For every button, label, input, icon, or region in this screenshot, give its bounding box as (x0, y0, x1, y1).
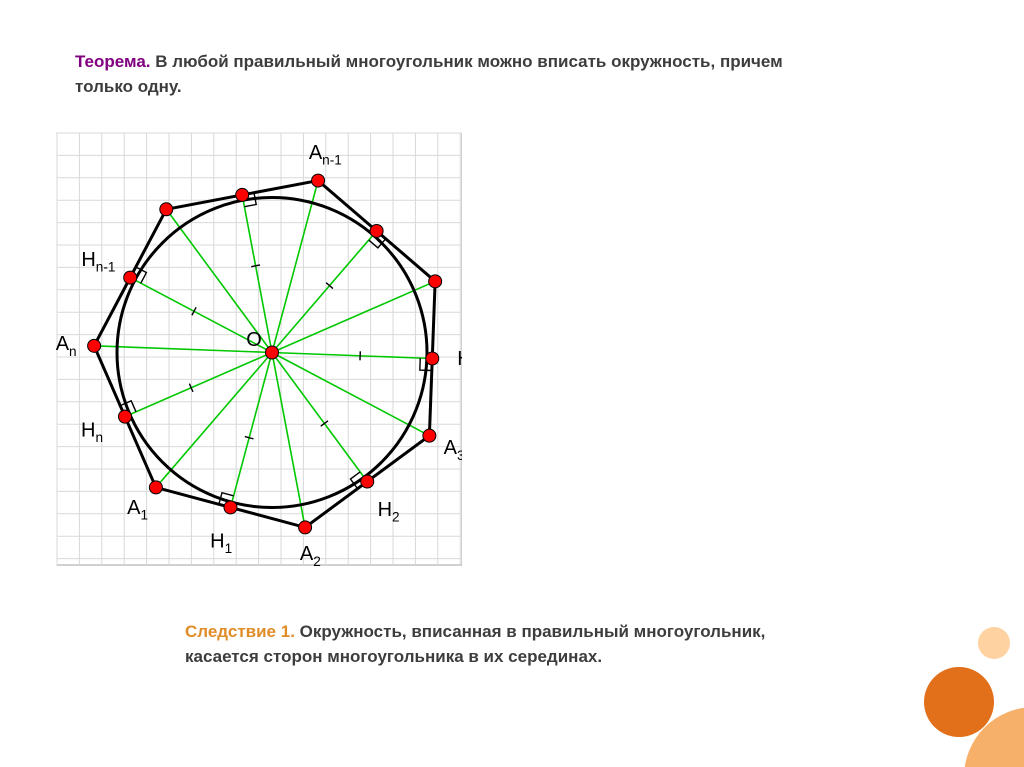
corollary-lead: Следствие 1. (185, 622, 295, 641)
svg-text:O: O (246, 329, 262, 351)
theorem-lead: Теорема. (75, 52, 151, 71)
corollary: Следствие 1. Окружность, вписанная в пра… (185, 620, 835, 669)
theorem: Теорема. В любой правильный многоугольни… (75, 50, 835, 99)
decoration-circle (978, 627, 1010, 659)
svg-text:H3: H3 (457, 348, 462, 374)
diagram: OAn-1AnA1A2A3Hn-1HnH1H2H3 (42, 130, 462, 568)
diagram-svg: OAn-1AnA1A2A3Hn-1HnH1H2H3 (42, 130, 462, 568)
theorem-body: В любой правильный многоугольник можно в… (75, 52, 783, 96)
decoration-circle (924, 667, 994, 737)
